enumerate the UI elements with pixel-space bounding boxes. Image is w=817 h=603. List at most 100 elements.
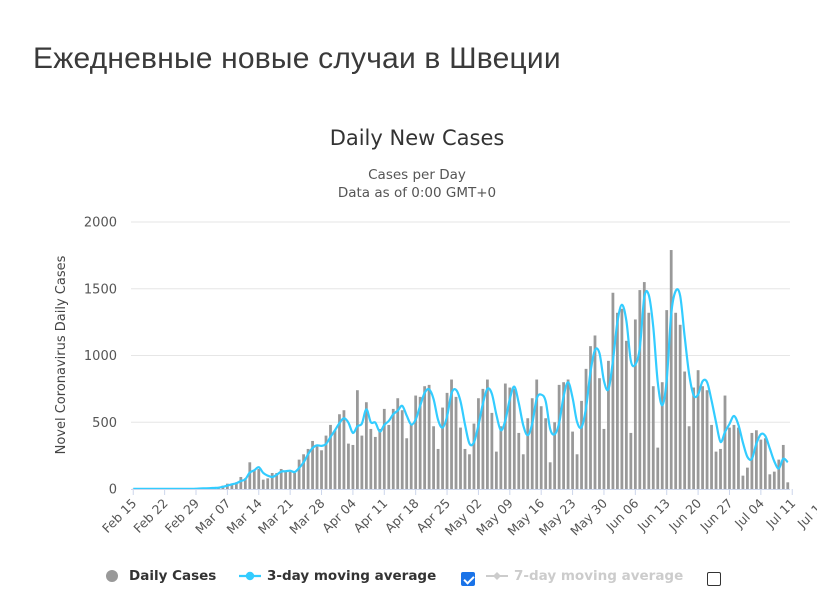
daily-cases-bars[interactable]	[131, 250, 790, 489]
daily-cases-bar[interactable]	[333, 430, 337, 489]
daily-cases-bar[interactable]	[786, 482, 790, 489]
daily-cases-bar[interactable]	[692, 387, 696, 489]
daily-cases-bar[interactable]	[230, 483, 234, 489]
daily-cases-bar[interactable]	[472, 423, 476, 489]
daily-cases-bar[interactable]	[508, 387, 512, 489]
daily-cases-bar[interactable]	[347, 443, 350, 489]
daily-cases-bar[interactable]	[723, 395, 727, 489]
daily-cases-bar[interactable]	[737, 427, 740, 489]
daily-cases-bar[interactable]	[356, 390, 359, 489]
daily-cases-bar[interactable]	[414, 395, 418, 489]
daily-cases-bar[interactable]	[234, 482, 238, 489]
daily-cases-bar[interactable]	[405, 438, 409, 489]
daily-cases-bar[interactable]	[535, 379, 539, 489]
daily-cases-bar[interactable]	[378, 428, 382, 489]
daily-cases-bar[interactable]	[763, 438, 767, 489]
daily-cases-bar[interactable]	[387, 424, 391, 489]
daily-cases-bar[interactable]	[463, 448, 467, 489]
checkbox-3-day-moving-average[interactable]	[461, 572, 475, 586]
daily-cases-bar[interactable]	[409, 424, 413, 489]
daily-cases-bar[interactable]	[306, 448, 310, 489]
daily-cases-bar[interactable]	[616, 312, 619, 489]
daily-cases-bar[interactable]	[530, 398, 534, 489]
daily-cases-bar[interactable]	[454, 396, 458, 489]
daily-cases-bar[interactable]	[481, 388, 485, 489]
daily-cases-bar[interactable]	[611, 292, 615, 489]
daily-cases-bar[interactable]	[441, 407, 444, 489]
daily-cases-bar[interactable]	[432, 426, 435, 489]
daily-cases-bar[interactable]	[288, 471, 292, 489]
daily-cases-bar[interactable]	[687, 426, 691, 489]
daily-cases-bar[interactable]	[772, 471, 776, 489]
daily-cases-bar[interactable]	[777, 459, 781, 489]
daily-cases-bar[interactable]	[517, 432, 521, 489]
daily-cases-bar[interactable]	[647, 312, 651, 489]
legend-item-3-day-moving-average[interactable]: 3-day moving average	[237, 568, 436, 584]
daily-cases-bar[interactable]	[396, 398, 400, 489]
daily-cases-bar[interactable]	[252, 470, 256, 489]
daily-cases-bar[interactable]	[486, 379, 489, 489]
daily-cases-bar[interactable]	[620, 308, 624, 489]
daily-cases-bar[interactable]	[499, 426, 503, 489]
daily-cases-bar[interactable]	[584, 368, 588, 489]
daily-cases-bar[interactable]	[266, 478, 270, 489]
daily-cases-bar[interactable]	[494, 451, 498, 489]
daily-cases-bar[interactable]	[683, 371, 687, 489]
daily-cases-bar[interactable]	[741, 475, 745, 489]
daily-cases-bar[interactable]	[571, 431, 574, 489]
daily-cases-bar[interactable]	[665, 310, 669, 489]
daily-cases-bar[interactable]	[490, 412, 494, 489]
daily-cases-bar[interactable]	[373, 436, 377, 489]
daily-cases-bar[interactable]	[674, 312, 678, 489]
daily-cases-bar[interactable]	[324, 435, 328, 489]
daily-cases-bar[interactable]	[369, 428, 373, 489]
daily-cases-bar[interactable]	[297, 459, 301, 489]
daily-cases-bar[interactable]	[593, 335, 597, 489]
daily-cases-bar[interactable]	[539, 406, 543, 489]
daily-cases-bar[interactable]	[705, 390, 709, 489]
daily-cases-bar[interactable]	[351, 444, 355, 489]
daily-cases-bar[interactable]	[275, 472, 279, 489]
daily-cases-bar[interactable]	[728, 427, 731, 489]
daily-cases-bar[interactable]	[544, 418, 548, 489]
daily-cases-bar[interactable]	[701, 386, 704, 489]
daily-cases-bar[interactable]	[656, 447, 660, 489]
daily-cases-bar[interactable]	[521, 454, 525, 489]
daily-cases-bar[interactable]	[768, 474, 772, 489]
daily-cases-bar[interactable]	[315, 446, 319, 489]
daily-cases-bar[interactable]	[562, 382, 565, 489]
daily-cases-bar[interactable]	[714, 451, 718, 489]
daily-cases-bar[interactable]	[270, 472, 274, 489]
daily-cases-bar[interactable]	[243, 478, 247, 489]
daily-cases-bar[interactable]	[320, 450, 323, 489]
daily-cases-bar[interactable]	[311, 440, 314, 489]
daily-cases-bar[interactable]	[445, 392, 449, 489]
daily-cases-bar[interactable]	[642, 282, 646, 489]
daily-cases-bar[interactable]	[553, 422, 557, 489]
daily-cases-bar[interactable]	[382, 408, 386, 489]
daily-cases-bar[interactable]	[629, 432, 633, 489]
daily-cases-bar[interactable]	[257, 468, 261, 489]
daily-cases-bar[interactable]	[669, 250, 673, 489]
daily-cases-bar[interactable]	[580, 400, 583, 489]
daily-cases-bar[interactable]	[423, 386, 427, 489]
daily-cases-bar[interactable]	[750, 432, 754, 489]
daily-cases-bar[interactable]	[566, 379, 570, 489]
daily-cases-bar[interactable]	[759, 439, 763, 489]
daily-cases-bar[interactable]	[342, 410, 346, 489]
legend-item-7-day-moving-average[interactable]: 7-day moving average	[484, 568, 683, 584]
daily-cases-bar[interactable]	[239, 476, 243, 489]
daily-cases-bar[interactable]	[503, 383, 507, 489]
daily-cases-bar[interactable]	[477, 398, 480, 489]
daily-cases-bar[interactable]	[526, 418, 530, 489]
daily-cases-bar[interactable]	[418, 396, 422, 489]
daily-cases-bar[interactable]	[459, 427, 462, 489]
daily-cases-bar[interactable]	[284, 471, 288, 489]
daily-cases-bar[interactable]	[678, 324, 682, 489]
daily-cases-bar[interactable]	[248, 462, 252, 489]
daily-cases-bar[interactable]	[638, 290, 642, 489]
daily-cases-bar[interactable]	[660, 382, 664, 489]
daily-cases-bar[interactable]	[427, 384, 431, 489]
daily-cases-bar[interactable]	[651, 386, 655, 489]
daily-cases-bar[interactable]	[302, 454, 305, 489]
